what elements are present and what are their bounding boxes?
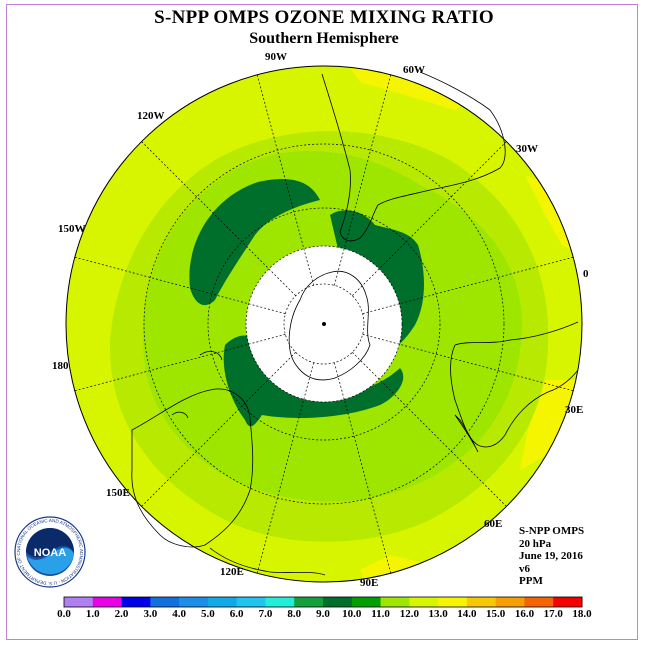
colorbar-cell (466, 597, 497, 607)
map-boundary (65, 65, 583, 583)
meridian-line (141, 141, 296, 296)
latitude-circle (207, 207, 441, 441)
colorbar-tick-label: 9.0 (316, 608, 330, 620)
colorbar-tick-label: 4.0 (172, 608, 186, 620)
colorbar-tick-label: 12.0 (399, 608, 419, 620)
colorbar-cell (121, 597, 151, 607)
colorbar-tick-label: 18.0 (572, 608, 592, 620)
coastlines (131, 71, 579, 576)
colorbar-tick-label: 8.0 (287, 608, 302, 620)
colorbar-cell (323, 597, 353, 607)
colorbar-tick-label: 1.0 (85, 608, 100, 620)
meridian-line (256, 362, 314, 574)
colorbar-cell (524, 597, 554, 607)
colorbar-cell (294, 597, 324, 607)
colorbar-cell (236, 597, 266, 607)
indonesia-coastline (209, 547, 326, 576)
lon-label-90e: 90E (360, 577, 379, 589)
new-zealand-coastline (171, 350, 223, 419)
pressure-level-text: 20 hPa (519, 537, 552, 550)
lon-label-120w: 120W (137, 110, 165, 122)
logo-wave-shape (27, 547, 74, 575)
colorbar-tick-label: 2.0 (114, 608, 129, 620)
colorbar (63, 596, 583, 608)
noaa-logo: NATIONAL OCEANIC AND ATMOSPHERIC ADMINIS… (14, 516, 86, 588)
meridian-line (141, 352, 296, 507)
lon-label-60w: 60W (403, 64, 425, 76)
colorbar-cell (64, 597, 94, 607)
date-text: June 19, 2016 (519, 550, 583, 562)
colorbar-cell (438, 597, 468, 607)
lon-label-180: 180 (52, 360, 69, 372)
meridian-line (334, 74, 392, 286)
logo-text: NOAA (34, 547, 66, 559)
meridian-lines (74, 74, 574, 574)
australia-coastline (131, 388, 254, 548)
lon-label-150w: 150W (58, 223, 86, 235)
figure-title: S-NPP OMPS OZONE MIXING RATIO (154, 7, 494, 28)
meridian-line (74, 334, 286, 392)
lon-label-90w: 90W (265, 51, 287, 63)
colorbar-cell (380, 597, 410, 607)
version-text: v6 (519, 562, 530, 575)
latitude-circle (245, 245, 403, 403)
colorbar-tick-label: 15.0 (486, 608, 506, 620)
meridian-line (352, 141, 507, 296)
meridian-line (352, 352, 507, 507)
colorbar-cell (495, 597, 525, 607)
colorbar-tick-label: 14.0 (457, 608, 477, 620)
colorbar-tick-label: 3.0 (143, 608, 158, 620)
meridian-line (334, 362, 392, 574)
antarctica-coastline (288, 270, 371, 381)
meridian-line (74, 256, 286, 314)
graticule (74, 74, 574, 574)
colorbar-cell (351, 597, 382, 607)
colorbar-tick-label: 5.0 (201, 608, 215, 620)
meridian-line (256, 74, 314, 286)
colorbar-border (63, 596, 583, 608)
band-13-14-patch (345, 66, 480, 110)
south-america-coastline (321, 71, 506, 242)
colorbar-cell (553, 597, 583, 607)
colorbar-cell (409, 597, 439, 607)
colorbar-tick-label: 0.0 (57, 608, 71, 620)
figure-subtitle: Southern Hemisphere (249, 30, 399, 47)
colorbar-cell (150, 597, 180, 607)
instrument-text: S-NPP OMPS (519, 525, 585, 537)
colorbar-tick-label: 10.0 (342, 608, 362, 620)
south-pole-marker (322, 322, 326, 326)
colorbar-tick-label: 17.0 (543, 608, 563, 620)
figure-frame (6, 4, 638, 640)
colorbar-tick-label: 11.0 (371, 608, 390, 620)
colorbar-tick-label: 16.0 (514, 608, 535, 620)
meridian-line (362, 256, 574, 314)
lon-label-30e: 30E (565, 404, 584, 416)
units-text: PPM (519, 575, 543, 587)
lon-label-60e: 60E (484, 518, 503, 530)
madagascar-coastline (454, 414, 479, 453)
colorbar-cell (207, 597, 238, 607)
colorbar-tick-label: 6.0 (229, 608, 244, 620)
colorbar-cell (179, 597, 209, 607)
colorbar-cell (92, 597, 123, 607)
band-8-9-patch (189, 179, 320, 306)
colorbar-tick-label: 13.0 (428, 608, 448, 620)
lon-label-150e: 150E (106, 487, 130, 499)
meridian-line (362, 334, 574, 392)
lon-label-30w: 30W (516, 143, 538, 155)
latitude-circle (143, 143, 505, 505)
info-block: S-NPP OMPS 20 hPa June 19, 2016 v6 PPM (519, 525, 584, 588)
lon-label-120e: 120E (220, 566, 244, 578)
africa-coastline (450, 321, 579, 448)
latitude-circle (283, 283, 365, 365)
lon-label-0: 0 (583, 268, 589, 280)
colorbar-tick-label: 7.0 (258, 608, 273, 620)
logo-bird-shape (26, 528, 74, 558)
colorbar-cell (265, 597, 295, 607)
